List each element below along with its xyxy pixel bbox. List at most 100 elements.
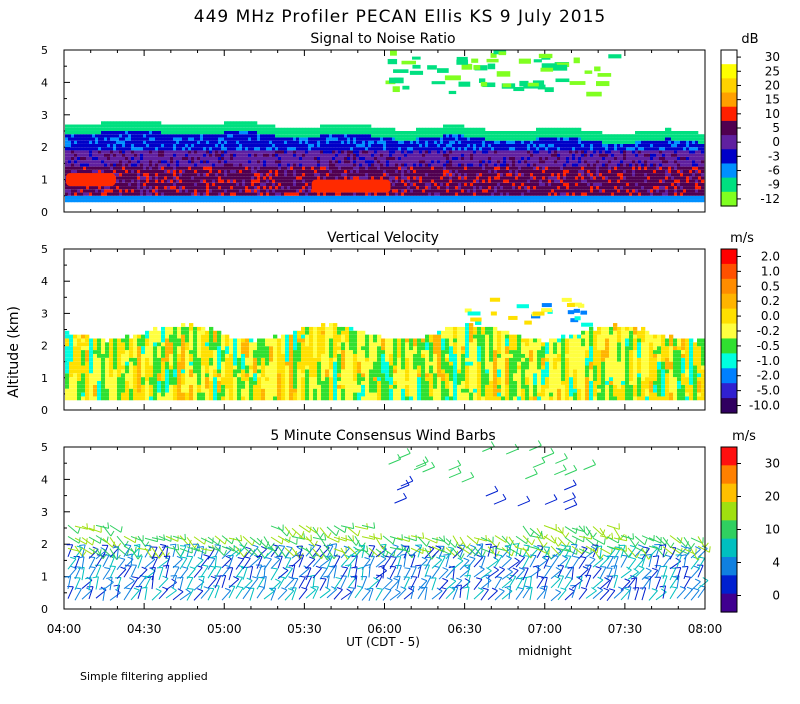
wind-barb-elevated [432,462,435,467]
snr-feature-elevated [390,51,397,56]
panel-title: Vertical Velocity [327,230,439,246]
colorbar-label: 4 [772,556,780,570]
snr-feature-elevated [574,58,580,64]
colorbar-swatch [721,64,737,79]
x-tick-label: 08:00 [688,622,723,636]
x-tick-label: 05:30 [287,622,322,636]
colorbar-swatch [721,264,737,280]
colorbar-label: -5.0 [757,384,780,398]
colorbar-label: 10 [765,107,780,121]
colorbar-label: 20 [765,490,780,504]
vv-feature-elevated [567,303,575,307]
colorbar-label: -2.0 [757,369,780,383]
colorbar-swatch [721,520,737,539]
colorbar-label: 0 [772,135,780,149]
y-tick-label: 5 [41,441,48,454]
wind-barb-elevated [545,499,557,504]
colorbar-swatch [721,78,737,93]
wind-barb-elevated [462,477,474,482]
colorbar-label: 30 [765,50,780,64]
snr-field [65,50,704,202]
wind-barb-elevated [518,501,530,506]
colorbar-label: 10 [765,523,780,537]
colorbar-swatch [721,178,737,193]
colorbar-swatch [721,279,737,295]
wind-barb-elevated [554,470,566,475]
y-tick-label: 4 [41,76,48,89]
wind-barb-elevated [533,462,545,467]
colorbar-unit: m/s [732,429,756,444]
colorbar-label: -0.5 [757,339,780,353]
wind-barb-elevated [538,440,541,445]
y-tick-label: 1 [41,571,48,584]
x-tick-label: 07:00 [527,622,562,636]
colorbar-label: 2.0 [761,249,780,263]
colorbar-swatch [721,249,737,265]
wind-barb-elevated [397,485,409,490]
y-tick-label: 4 [41,473,48,486]
panel-title: Signal to Noise Ratio [310,31,455,47]
snr-feature-elevated [545,87,554,92]
footnote: Simple filtering applied [80,670,208,683]
vv-feature-elevated [581,323,593,327]
snr-feature-elevated [519,59,531,64]
wind-barb-elevated [407,448,410,453]
colorbar-swatch [721,539,737,558]
y-tick-label: 4 [41,275,48,288]
snr-feature-elevated [540,68,553,72]
colorbar-label: -9 [768,178,780,192]
wind-barb-elevated [525,474,537,479]
snr-feature-elevated [594,66,600,71]
y-axis-label: Altitude (km) [6,306,22,398]
colorbar-swatch [721,192,737,207]
colorbar-label: 0 [772,589,780,603]
colorbar-label: -12 [760,192,780,206]
wind-barb-elevated [574,465,577,470]
y-tick-label: 2 [41,340,48,353]
wind-barb-elevated [534,469,537,474]
colorbar-swatch [721,353,737,369]
colorbar-swatch [721,149,737,164]
wind-barb-elevated [471,472,474,477]
snr-feature-elevated [394,78,401,82]
wind-barb-elevated [503,494,506,499]
snr-feature-elevated [412,65,420,69]
snr-feature-elevated [432,81,446,84]
colorbar-label: 1.0 [761,264,780,278]
wind-barb-elevated [565,470,577,475]
y-tick-label: 3 [41,506,48,519]
snr-feature-elevated [473,65,480,70]
colorbar-swatch [721,324,737,340]
snr-feature-elevated [552,65,567,71]
y-tick-label: 3 [41,307,48,320]
y-tick-label: 2 [41,538,48,551]
colorbar-swatch [721,484,737,503]
colorbar-label: -6 [768,164,780,178]
snr-feature-elevated [427,65,437,69]
y-tick-label: 1 [41,372,48,385]
colorbar-swatch [721,107,737,122]
snr-feature-elevated [410,71,423,75]
colorbar-swatch [721,502,737,521]
snr-feature-elevated [598,73,612,77]
snr-feature-elevated [393,86,400,92]
colorbar-label: 0.5 [761,279,780,293]
wind-barb-elevated [506,449,518,454]
colorbar-swatch [721,338,737,354]
wind-barb-elevated [551,448,554,453]
x-annotation-midnight: midnight [518,644,572,658]
vv-feature-elevated [568,310,574,314]
wind-barb-elevated [495,486,498,491]
y-tick-label: 0 [41,404,48,417]
colorbar-swatch [721,398,737,414]
wind-barb-elevated [574,500,577,505]
wind-barb-elevated [486,491,498,496]
vv-feature-elevated [575,316,581,320]
wind-barb-elevated [572,493,575,498]
y-tick-label: 5 [41,44,48,57]
snr-feature-elevated [538,85,546,90]
colorbar-label: 15 [765,93,780,107]
